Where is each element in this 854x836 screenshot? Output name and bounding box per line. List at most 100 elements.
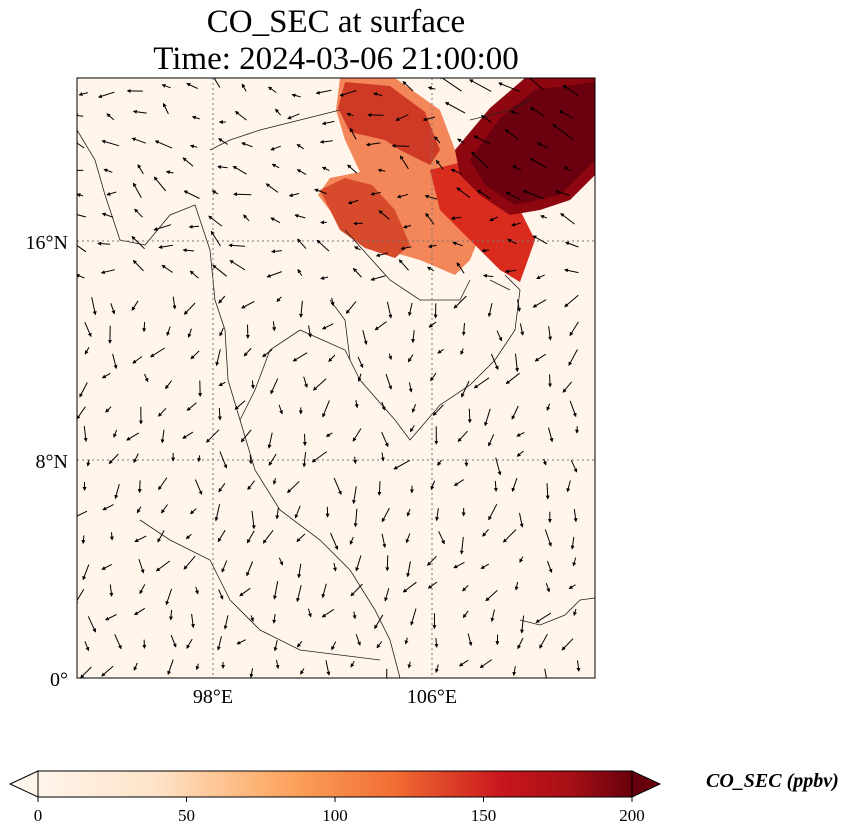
colorbar-label: CO_SEC (ppbv): [706, 770, 839, 792]
wind-arrow: [534, 353, 546, 362]
wind-arrow: [493, 481, 498, 492]
wind-arrow: [311, 451, 328, 463]
wind-arrow: [411, 404, 417, 413]
wind-arrow: [530, 107, 545, 117]
wind-arrow: [404, 637, 409, 645]
wind-arrow: [131, 300, 139, 311]
wind-arrow: [330, 297, 335, 307]
wind-arrow: [186, 83, 198, 90]
wind-arrow: [158, 244, 173, 249]
wind-arrow: [266, 271, 282, 278]
wind-arrow: [183, 555, 196, 570]
wind-arrow: [83, 426, 88, 442]
wind-arrow: [296, 169, 307, 176]
wind-arrow: [114, 483, 120, 500]
wind-arrow: [516, 431, 525, 437]
wind-arrow: [490, 609, 495, 622]
wind-arrow: [287, 113, 300, 120]
wind-arrow: [84, 641, 90, 652]
wind-arrow: [427, 581, 438, 589]
wind-arrow: [296, 533, 306, 543]
map-frame: [76, 77, 596, 679]
wind-arrow: [297, 640, 303, 648]
wind-arrow: [81, 535, 86, 545]
wind-arrow: [437, 459, 442, 466]
wind-arrow: [437, 348, 444, 354]
wind-arrow: [321, 120, 335, 126]
wind-arrow: [520, 615, 525, 634]
wind-arrow: [82, 564, 90, 581]
wind-arrow: [275, 507, 280, 520]
wind-arrow: [104, 614, 117, 621]
wind-arrow: [385, 373, 393, 390]
wind-arrow: [573, 608, 577, 616]
wind-arrow: [350, 661, 355, 668]
wind-arrow: [349, 127, 357, 140]
wind-arrow: [505, 191, 520, 201]
wind-arrow: [395, 114, 409, 121]
wind-arrow: [114, 634, 122, 650]
wind-arrow: [302, 433, 307, 447]
lat-tick-0: 0°: [50, 669, 68, 691]
wind-arrow: [84, 347, 90, 355]
wind-arrow: [562, 381, 572, 393]
wind-arrow: [271, 249, 282, 254]
wind-arrow: [278, 557, 284, 566]
wind-arrow: [427, 86, 436, 91]
wind-arrow: [566, 480, 571, 493]
wind-arrow: [552, 124, 574, 140]
wind-arrow: [206, 429, 220, 443]
wind-arrow: [453, 295, 467, 309]
wind-arrow: [374, 321, 387, 331]
wind-arrow: [352, 486, 357, 505]
wind-arrow: [84, 321, 92, 338]
wind-arrow: [572, 557, 577, 567]
wind-arrow: [381, 431, 389, 448]
wind-arrow: [385, 555, 390, 572]
lon-tick-98e: 98°E: [193, 686, 233, 708]
lon-tick-106e: 106°E: [407, 686, 457, 708]
wind-arrow: [113, 429, 118, 438]
wind-arrow: [218, 138, 228, 145]
wind-arrow: [316, 239, 330, 252]
wind-arrow: [355, 634, 361, 646]
wind-arrow: [287, 480, 300, 494]
lat-tick-16n: 16°N: [26, 232, 68, 254]
wind-arrow: [377, 481, 382, 496]
wind-arrow: [134, 535, 147, 543]
wind-arrow: [276, 296, 282, 303]
wind-arrow: [308, 325, 312, 338]
wind-arrow: [208, 215, 223, 227]
wind-arrow: [347, 164, 358, 174]
wind-arrow: [109, 584, 114, 597]
wind-arrow: [510, 110, 519, 115]
wind-arrow: [137, 164, 144, 175]
wind-arrow: [300, 668, 305, 675]
wind-arrow: [77, 510, 88, 517]
wind-arrow: [467, 633, 473, 647]
lat-tick-8n: 8°N: [36, 451, 68, 473]
wind-arrow: [186, 402, 197, 411]
wind-arrow: [427, 555, 437, 566]
wind-arrow: [380, 452, 385, 462]
wind-arrow: [564, 268, 579, 274]
wind-arrow: [504, 129, 519, 140]
wind-arrow: [548, 427, 554, 443]
wind-arrow: [373, 92, 383, 97]
wind-arrow: [234, 400, 246, 410]
wind-arrow: [325, 660, 331, 676]
wind-arrow: [512, 165, 522, 171]
wind-arrow: [223, 615, 229, 630]
wind-arrow: [424, 194, 438, 200]
wind-arrow: [248, 454, 253, 465]
wind-arrow: [536, 274, 545, 280]
wind-arrow: [182, 431, 194, 439]
wind-arrow: [450, 216, 462, 221]
wind-arrow: [473, 135, 490, 145]
wind-arrow: [108, 453, 119, 465]
wind-arrow: [435, 508, 440, 522]
wind-arrow: [384, 588, 390, 602]
wind-arrow: [352, 428, 362, 442]
wind-arrow: [517, 637, 524, 650]
wind-arrow: [210, 230, 221, 247]
